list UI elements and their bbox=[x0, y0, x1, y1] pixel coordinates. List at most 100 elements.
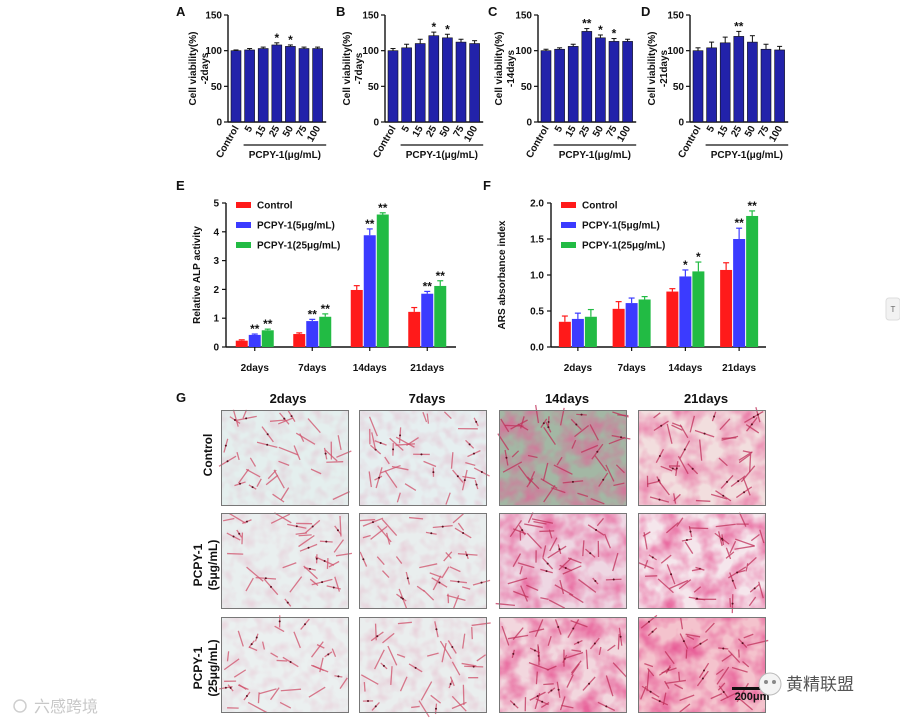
cell-nucleus bbox=[420, 453, 423, 456]
cell-stroke bbox=[578, 578, 597, 593]
cell-nucleus bbox=[278, 620, 281, 623]
cell-nucleus bbox=[462, 531, 465, 534]
cell-stroke bbox=[561, 704, 574, 709]
cell-stroke bbox=[547, 636, 552, 646]
cell-stroke bbox=[717, 531, 723, 547]
cell-stroke bbox=[295, 532, 307, 535]
cell-stroke bbox=[750, 533, 760, 542]
cell-stroke bbox=[426, 413, 430, 424]
cell-stroke bbox=[689, 415, 696, 433]
wechat-icon bbox=[758, 672, 782, 696]
cell-stroke bbox=[339, 677, 348, 689]
cell-stroke bbox=[612, 662, 628, 678]
bar bbox=[625, 303, 638, 347]
cell-stroke bbox=[747, 639, 769, 647]
cell-stroke bbox=[382, 632, 395, 644]
cell-nucleus bbox=[658, 498, 661, 501]
bar bbox=[414, 43, 426, 123]
micrograph-7days-row1 bbox=[359, 410, 490, 506]
micrograph-frame bbox=[499, 617, 627, 713]
cell-stroke bbox=[510, 419, 528, 430]
cell-nucleus bbox=[593, 642, 596, 645]
bar bbox=[638, 299, 651, 347]
cell-nucleus bbox=[430, 532, 433, 535]
cell-stroke bbox=[646, 669, 650, 692]
cell-stroke bbox=[527, 454, 538, 459]
cell-stroke bbox=[612, 411, 629, 418]
cell-stroke bbox=[441, 643, 447, 663]
edge-tab-label: T bbox=[891, 305, 896, 314]
cell-stroke bbox=[657, 578, 674, 594]
y-axis-label-line: Cell viability(%) bbox=[188, 32, 199, 106]
cell-stroke bbox=[441, 566, 450, 579]
cell-stroke bbox=[242, 409, 248, 419]
bar bbox=[244, 49, 255, 123]
cell-nucleus bbox=[675, 467, 678, 470]
legend-label: Control bbox=[582, 201, 618, 212]
y-tick-label: 1.5 bbox=[530, 235, 544, 246]
micrograph-frame bbox=[221, 617, 349, 713]
legend-swatch bbox=[236, 242, 251, 248]
cell-stroke bbox=[613, 482, 625, 487]
y-tick-label: 5 bbox=[213, 199, 219, 210]
cell-stroke bbox=[549, 537, 558, 552]
cell-stroke bbox=[674, 683, 684, 690]
micrograph-21days-row2 bbox=[638, 512, 766, 614]
micrograph-texture bbox=[638, 513, 766, 609]
scale-bar-label: 200μm bbox=[735, 691, 770, 703]
cell-stroke bbox=[519, 565, 523, 575]
cell-stroke bbox=[745, 424, 760, 434]
cell-nucleus bbox=[399, 434, 402, 437]
cell-nucleus bbox=[701, 677, 704, 680]
cell-nucleus bbox=[648, 620, 651, 623]
cell-stroke bbox=[580, 444, 599, 453]
cell-stroke bbox=[293, 631, 301, 649]
y-tick-label: 150 bbox=[667, 11, 684, 22]
watermark-right: 黄精联盟 bbox=[758, 672, 854, 696]
cell-nucleus bbox=[475, 483, 478, 486]
panel-label-f: F bbox=[483, 178, 491, 193]
cell-stroke bbox=[396, 492, 401, 503]
cell-nucleus bbox=[255, 636, 258, 639]
micrograph-frame bbox=[221, 410, 349, 506]
cell-stroke bbox=[295, 432, 316, 445]
bar bbox=[666, 291, 679, 347]
cell-stroke bbox=[598, 646, 602, 656]
cell-stroke bbox=[276, 659, 288, 662]
cell-stroke bbox=[679, 694, 695, 702]
cell-stroke bbox=[439, 640, 452, 660]
cell-stroke bbox=[749, 453, 752, 473]
y-tick-label: 0.0 bbox=[530, 343, 544, 354]
cell-nucleus bbox=[612, 578, 615, 581]
cell-stroke bbox=[543, 683, 554, 686]
edge-tab[interactable]: T bbox=[885, 297, 900, 321]
bar bbox=[554, 48, 565, 123]
edge-tab-box[interactable] bbox=[885, 297, 900, 321]
y-axis-label: Cell viability(%)-7days bbox=[342, 32, 365, 106]
cell-nucleus bbox=[731, 579, 734, 582]
bar bbox=[719, 42, 731, 123]
cell-nucleus bbox=[720, 537, 723, 540]
cell-stroke bbox=[310, 468, 322, 475]
cell-stroke bbox=[671, 424, 683, 431]
cell-stroke bbox=[419, 563, 438, 569]
bar bbox=[319, 316, 332, 347]
cell-stroke bbox=[370, 525, 388, 540]
cell-nucleus bbox=[435, 628, 438, 631]
cell-stroke bbox=[377, 525, 392, 543]
cell-stroke bbox=[335, 552, 353, 557]
cell-stroke bbox=[238, 684, 247, 691]
cell-stroke bbox=[509, 520, 523, 538]
bar bbox=[285, 46, 296, 123]
cell-stroke bbox=[526, 532, 542, 549]
x-tick-label: 5 bbox=[553, 124, 566, 135]
x-tick-label: 25 bbox=[424, 124, 439, 140]
bar bbox=[306, 321, 319, 347]
micrograph-grid: 2days 7days 14days 21days Control PCPY-1… bbox=[191, 391, 772, 718]
cell-nucleus bbox=[557, 688, 560, 691]
scale-bar bbox=[732, 687, 772, 690]
y-axis-label: Relative ALP activity bbox=[192, 226, 203, 324]
cell-stroke bbox=[334, 576, 341, 592]
